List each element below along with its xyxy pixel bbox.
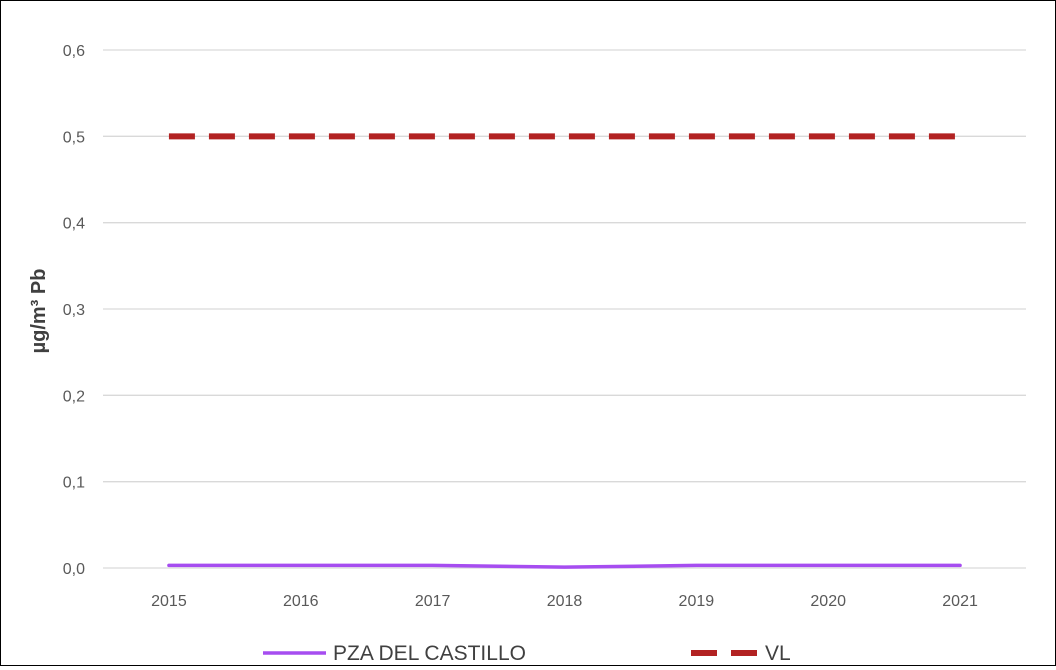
series-lines	[167, 133, 962, 569]
x-tick-label: 2017	[415, 593, 451, 610]
y-tick-label: 0,3	[63, 302, 85, 319]
x-tick-label: 2019	[679, 593, 715, 610]
y-axis-label: µg/m³ Pb	[28, 269, 50, 354]
legend: PZA DEL CASTILLO VL	[263, 642, 791, 665]
y-tick-label: 0,6	[63, 43, 85, 60]
y-tick-label: 0,2	[63, 388, 85, 405]
x-tick-label: 2015	[151, 593, 187, 610]
gridlines	[103, 49, 1026, 569]
legend-label: PZA DEL CASTILLO	[333, 642, 526, 665]
y-tick-label: 0,4	[63, 216, 85, 233]
series-line	[167, 563, 962, 569]
y-axis-ticks: 0,0 0,1 0,2 0,3 0,4 0,5 0,6	[63, 43, 85, 578]
y-tick-label: 0,5	[63, 129, 85, 146]
legend-label: VL	[765, 642, 791, 665]
y-tick-label: 0,0	[63, 561, 85, 578]
x-tick-label: 2016	[283, 593, 319, 610]
x-tick-label: 2020	[810, 593, 846, 610]
x-axis-ticks: 2015 2016 2017 2018 2019 2020 2021	[151, 593, 978, 610]
x-tick-label: 2021	[942, 593, 978, 610]
y-tick-label: 0,1	[63, 475, 85, 492]
x-tick-label: 2018	[547, 593, 583, 610]
